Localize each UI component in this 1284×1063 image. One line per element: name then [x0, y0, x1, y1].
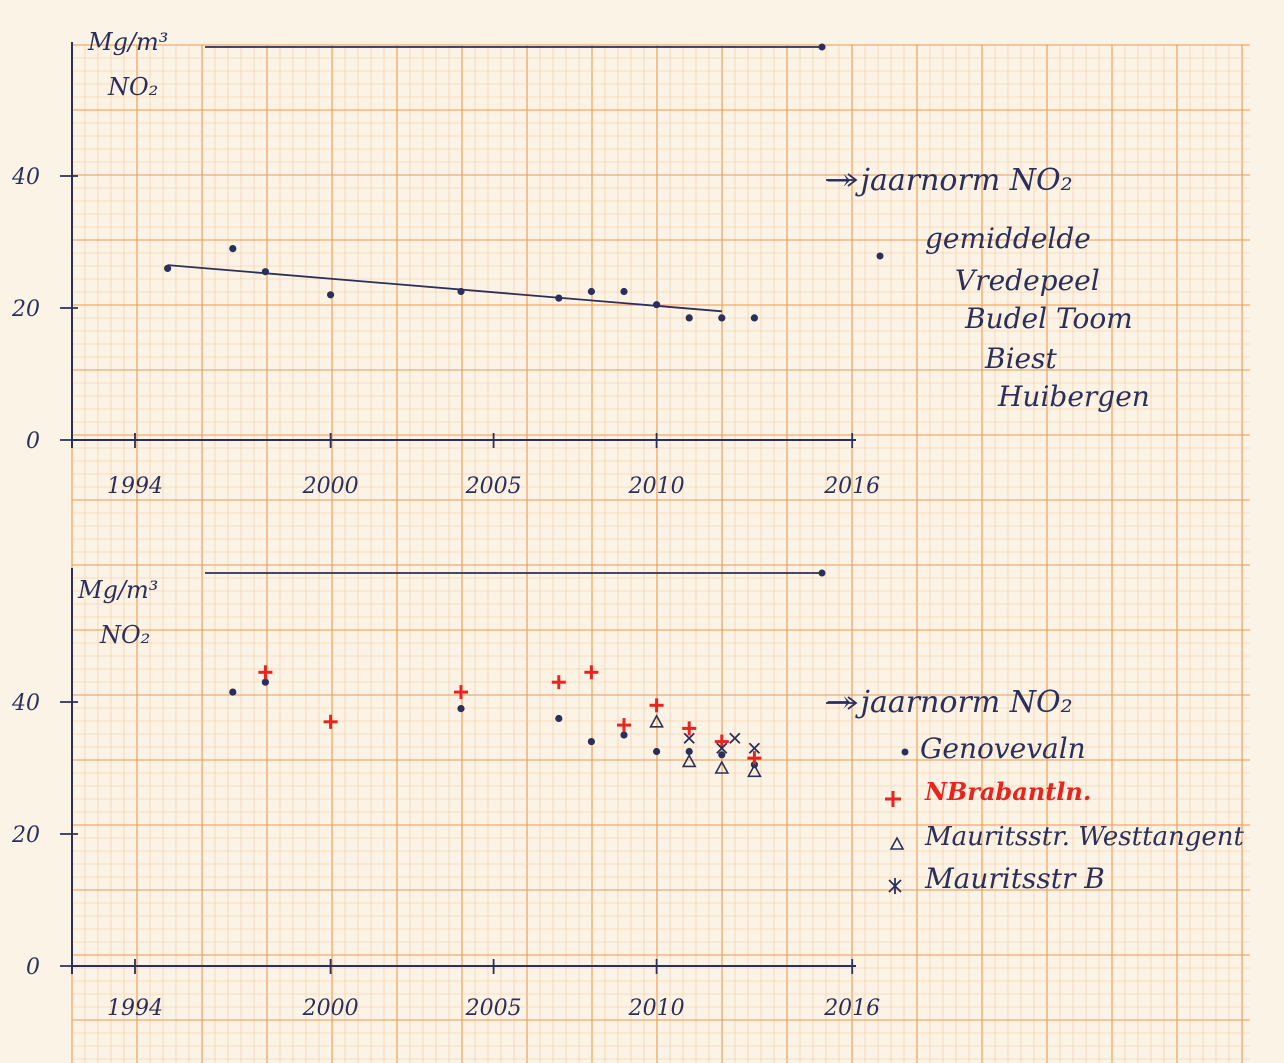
x-tick-label: 2016 — [823, 996, 880, 1021]
data-point-dot — [718, 751, 726, 759]
data-point-triangle — [649, 714, 664, 728]
y-tick-label: 40 — [11, 165, 40, 190]
x-tick-label: 2005 — [465, 474, 522, 499]
top-y-tick-labels: 0 20 40 — [11, 165, 78, 454]
data-point-dot — [457, 705, 465, 713]
bottom-legend: Genovevaln NBrabantln. Mauritsstr. Westt… — [885, 732, 1245, 895]
top-legend-dot-icon — [876, 252, 884, 260]
y-tick-label: 0 — [26, 955, 40, 980]
top-legend: gemiddelde Vredepeel Budel Toom Biest Hu… — [925, 222, 1150, 413]
data-point-triangle — [681, 753, 697, 768]
data-point-dot — [555, 294, 563, 302]
top-legend-line-3: Budel Toom — [964, 302, 1133, 335]
norm-arrow-icon — [826, 173, 858, 187]
top-data-marks — [164, 245, 759, 322]
top-legend-line-2: Vredepeel — [955, 264, 1100, 297]
data-point-dot — [261, 678, 269, 686]
data-point-dot — [555, 714, 563, 723]
norm-line-end-dot — [818, 43, 826, 51]
data-point-plus — [551, 675, 566, 690]
data-point-dot — [229, 688, 237, 696]
data-point-plus — [584, 665, 599, 680]
data-point-plus — [682, 721, 697, 736]
legend-mauritsstr-b-cross-icon — [888, 878, 902, 894]
x-tick-label: 1994 — [107, 996, 163, 1021]
y-tick-label: 20 — [11, 297, 40, 322]
legend-nbrabantln-label: NBrabantln. — [924, 777, 1091, 806]
trend-line — [167, 264, 722, 313]
data-point-dot — [718, 314, 726, 322]
x-tick-label: 2000 — [302, 996, 359, 1021]
data-point-cross — [716, 742, 728, 754]
bottom-norm-label: → jaarnorm NO₂ — [826, 685, 1073, 720]
data-point-dot — [685, 314, 693, 322]
data-point-plus — [617, 718, 631, 733]
y-tick-label: 40 — [11, 691, 40, 716]
data-point-dot — [653, 747, 661, 756]
data-point-triangle — [747, 763, 762, 778]
data-point-dot — [685, 747, 693, 756]
data-point-cross — [683, 732, 695, 744]
top-legend-line-5: Huibergen — [997, 380, 1150, 413]
top-x-tick-labels: 1994 2000 2005 2010 2016 — [107, 433, 880, 499]
top-axes — [71, 42, 858, 448]
chart-bottom: Mg/m³ NO₂ 1994 2000 2005 2010 2016 0 20 40 → j… — [11, 568, 1245, 1021]
bottom-quantity-label: NO₂ — [99, 621, 150, 649]
data-point-dot — [750, 314, 759, 322]
legend-mauritsstr-b-label: Mauritsstr B — [924, 862, 1105, 895]
top-unit-label: Mg/m³ — [87, 28, 168, 56]
data-point-cross — [748, 742, 761, 754]
bottom-x-tick-labels: 1994 2000 2005 2010 2016 — [107, 959, 880, 1021]
data-point-dot — [587, 738, 596, 746]
data-point-dot — [620, 287, 628, 296]
data-point-dot — [587, 287, 596, 296]
grid — [71, 44, 1250, 1063]
x-tick-label: 2000 — [302, 474, 359, 499]
x-tick-label: 2010 — [628, 996, 685, 1021]
bottom-axes — [71, 568, 858, 974]
legend-genovevaln-dot-icon — [901, 748, 909, 756]
top-legend-line-1: gemiddelde — [925, 222, 1091, 255]
data-point-plus — [258, 665, 273, 680]
data-point-plus — [323, 714, 338, 729]
bottom-unit-label: Mg/m³ — [77, 576, 158, 604]
x-tick-label: 2016 — [823, 474, 880, 499]
chart-top: Mg/m³ NO₂ 1994 2000 2005 2010 2016 0 20 40 → j… — [11, 28, 1150, 499]
x-tick-label: 1994 — [107, 474, 163, 499]
data-point-plus — [649, 698, 664, 713]
x-tick-label: 2010 — [628, 474, 685, 499]
data-point-dot — [327, 291, 335, 299]
data-point-dot — [653, 301, 661, 309]
y-tick-label: 20 — [11, 823, 40, 848]
data-point-dot — [457, 287, 465, 296]
top-quantity-label: NO₂ — [107, 73, 158, 101]
legend-genovevaln-label: Genovevaln — [920, 732, 1086, 765]
legend-nbrabantln-plus-icon — [885, 791, 901, 807]
data-point-triangle — [714, 760, 730, 774]
bottom-y-tick-labels: 0 20 40 — [11, 691, 78, 980]
data-point-dot — [229, 245, 237, 253]
data-point-cross — [729, 732, 741, 744]
top-norm-label: → jaarnorm NO₂ — [826, 163, 1073, 198]
data-point-plus — [747, 751, 762, 766]
x-tick-label: 2005 — [465, 996, 522, 1021]
data-point-dot — [620, 731, 628, 739]
data-point-dot — [261, 268, 269, 276]
norm-arrow-icon — [826, 696, 858, 710]
data-point-plus — [454, 685, 468, 700]
norm-line-end-dot — [818, 569, 826, 577]
y-tick-label: 0 — [26, 429, 40, 454]
legend-westtangent-triangle-icon — [889, 836, 905, 850]
data-point-plus — [714, 734, 729, 749]
data-point-dot — [164, 264, 172, 272]
bottom-data-marks — [229, 665, 762, 778]
legend-westtangent-label: Mauritsstr. Westtangent — [924, 822, 1245, 852]
top-legend-line-4: Biest — [984, 342, 1057, 375]
